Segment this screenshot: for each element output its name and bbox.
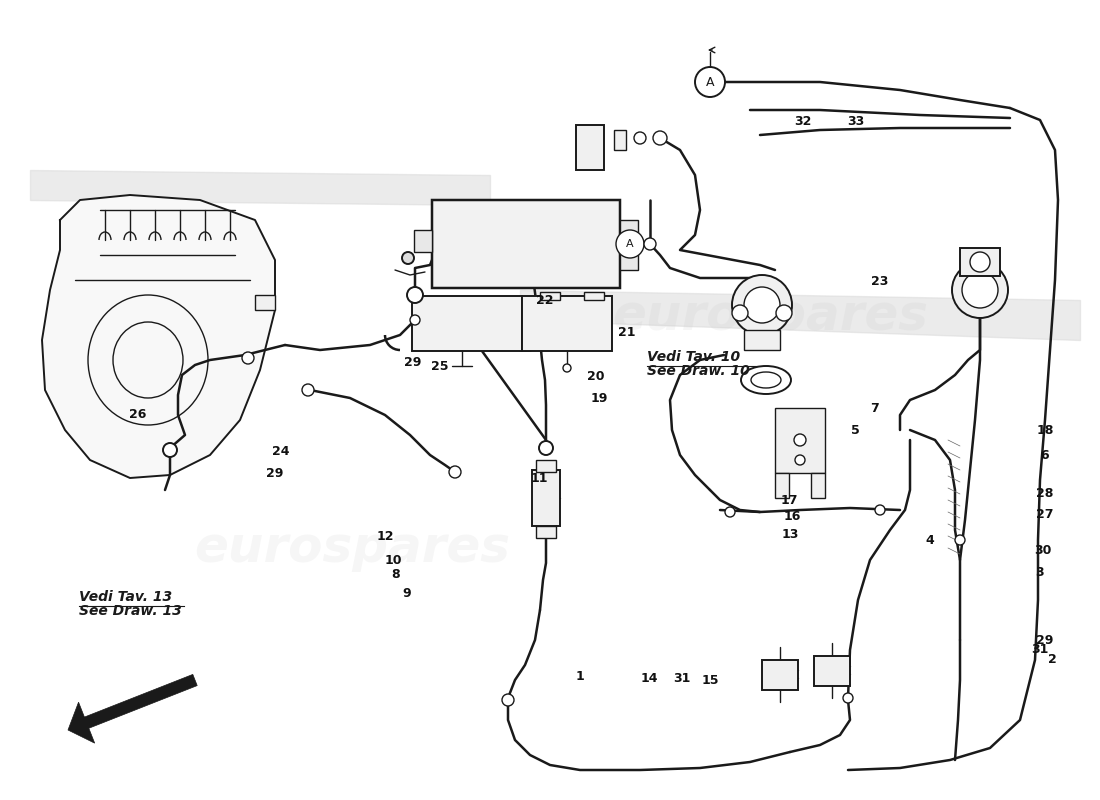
Text: 27: 27: [1036, 508, 1054, 521]
Bar: [414, 230, 432, 252]
Bar: [776, 408, 825, 473]
Circle shape: [874, 505, 886, 515]
Text: 22: 22: [536, 294, 553, 306]
Bar: [614, 130, 626, 150]
Circle shape: [539, 441, 553, 455]
Text: 3: 3: [1035, 566, 1044, 578]
Bar: [522, 296, 612, 351]
Circle shape: [410, 315, 420, 325]
Circle shape: [163, 443, 177, 457]
Text: 26: 26: [129, 408, 146, 421]
Text: 2: 2: [1048, 653, 1057, 666]
Text: 29: 29: [404, 356, 421, 369]
Text: 29: 29: [1036, 634, 1054, 646]
Text: Vedi Tav. 10: Vedi Tav. 10: [647, 350, 740, 364]
Circle shape: [732, 305, 748, 321]
Text: 13: 13: [781, 528, 799, 541]
Bar: [536, 526, 556, 538]
Text: 14: 14: [640, 672, 658, 685]
Circle shape: [952, 262, 1008, 318]
Text: See Draw. 10: See Draw. 10: [647, 364, 749, 378]
Text: 16: 16: [783, 510, 801, 522]
Text: 32: 32: [794, 115, 812, 128]
Circle shape: [776, 305, 792, 321]
Polygon shape: [42, 195, 275, 478]
Circle shape: [653, 131, 667, 145]
Text: 25: 25: [431, 360, 449, 373]
Bar: [412, 296, 522, 351]
Text: 17: 17: [781, 494, 799, 506]
Circle shape: [795, 455, 805, 465]
Bar: [744, 330, 780, 350]
Bar: [432, 200, 620, 288]
Bar: [532, 470, 560, 526]
Text: 7: 7: [870, 402, 879, 414]
Bar: [776, 473, 789, 498]
Circle shape: [962, 272, 998, 308]
Text: 20: 20: [587, 370, 605, 382]
Bar: [811, 473, 825, 498]
Text: 28: 28: [1036, 487, 1054, 500]
Text: eurospares: eurospares: [194, 524, 510, 572]
Circle shape: [970, 252, 990, 272]
Bar: [536, 460, 556, 472]
Circle shape: [695, 67, 725, 97]
Circle shape: [449, 466, 461, 478]
Text: 15: 15: [702, 674, 719, 687]
Text: 12: 12: [376, 530, 394, 542]
Bar: [960, 248, 1000, 276]
Circle shape: [725, 507, 735, 517]
Bar: [576, 125, 604, 170]
Text: A: A: [706, 75, 714, 89]
Text: A: A: [626, 239, 634, 249]
Text: 18: 18: [1036, 424, 1054, 437]
Text: 8: 8: [392, 568, 400, 581]
Text: 29: 29: [266, 467, 284, 480]
Text: 24: 24: [272, 446, 289, 458]
Circle shape: [744, 287, 780, 323]
Circle shape: [563, 364, 571, 372]
Text: 1: 1: [575, 670, 584, 682]
Text: 30: 30: [1034, 544, 1052, 557]
Bar: [620, 220, 638, 242]
Circle shape: [302, 384, 313, 396]
Text: See Draw. 13: See Draw. 13: [79, 604, 182, 618]
Text: eurospares: eurospares: [612, 292, 928, 340]
Text: 5: 5: [851, 424, 860, 437]
Text: 9: 9: [403, 587, 411, 600]
Text: 19: 19: [591, 392, 608, 405]
Circle shape: [242, 352, 254, 364]
Text: 4: 4: [925, 534, 934, 546]
Text: 31: 31: [1031, 643, 1048, 656]
Circle shape: [732, 275, 792, 335]
Circle shape: [402, 252, 414, 264]
Text: 33: 33: [847, 115, 865, 128]
Circle shape: [794, 434, 806, 446]
Circle shape: [955, 535, 965, 545]
Text: 31: 31: [673, 672, 691, 685]
Text: Vedi Tav. 13: Vedi Tav. 13: [79, 590, 173, 604]
Circle shape: [616, 230, 644, 258]
Circle shape: [502, 694, 514, 706]
Text: 11: 11: [530, 472, 548, 485]
Text: 21: 21: [618, 326, 636, 338]
Bar: [762, 660, 798, 690]
Circle shape: [634, 132, 646, 144]
Bar: [814, 656, 850, 686]
Text: 23: 23: [871, 275, 889, 288]
Text: 6: 6: [1041, 450, 1049, 462]
Circle shape: [644, 238, 656, 250]
Bar: [255, 295, 275, 310]
Bar: [584, 292, 604, 300]
Bar: [540, 292, 560, 300]
Text: 10: 10: [385, 554, 403, 566]
Circle shape: [407, 287, 424, 303]
Bar: [620, 248, 638, 270]
Polygon shape: [68, 674, 197, 743]
Circle shape: [843, 693, 852, 703]
